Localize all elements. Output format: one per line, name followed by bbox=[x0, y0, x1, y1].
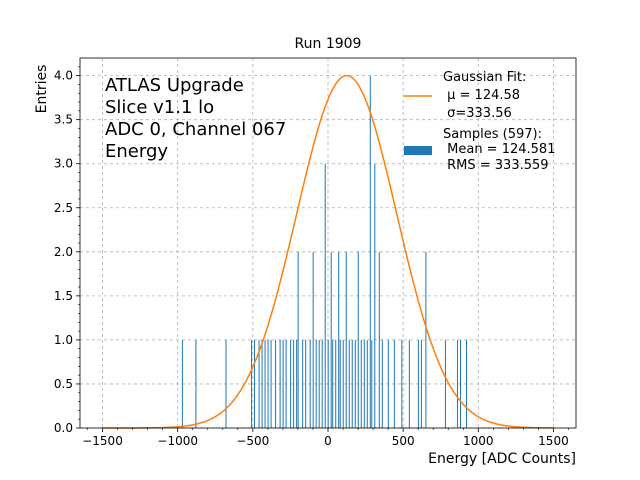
histogram-bar bbox=[305, 339, 307, 428]
y-tick-label: 0.0 bbox=[54, 421, 73, 435]
histogram-bar bbox=[264, 339, 266, 428]
histogram-bar bbox=[408, 339, 410, 428]
histogram-bar bbox=[318, 339, 320, 428]
y-tick-label: 0.5 bbox=[54, 377, 73, 391]
y-tick-label: 1.5 bbox=[54, 289, 73, 303]
y-tick-label: 1.0 bbox=[54, 333, 73, 347]
chart-title: Run 1909 bbox=[295, 36, 362, 52]
histogram-bar bbox=[321, 339, 323, 428]
legend-samples-line-1: Samples (597): bbox=[443, 127, 542, 142]
y-tick-label: 3.0 bbox=[54, 157, 73, 171]
histogram-bar bbox=[293, 339, 295, 428]
histogram-bar bbox=[345, 251, 347, 428]
histogram-bar bbox=[444, 339, 446, 428]
histogram-bar bbox=[332, 339, 334, 428]
y-tick-label: 2.5 bbox=[54, 201, 73, 215]
histogram-bar bbox=[290, 339, 292, 428]
histogram-bar bbox=[335, 339, 337, 428]
histogram-bar bbox=[267, 339, 269, 428]
histogram-bar bbox=[251, 339, 253, 428]
histogram-bar bbox=[195, 339, 197, 428]
histogram-bar bbox=[354, 339, 356, 428]
histogram-bar bbox=[338, 251, 340, 428]
histogram-bar bbox=[374, 163, 376, 428]
histogram-bar bbox=[261, 339, 263, 428]
x-tick-label: −1000 bbox=[157, 434, 198, 448]
histogram-bar bbox=[401, 339, 403, 428]
histogram-bar bbox=[302, 339, 304, 428]
histogram-bar bbox=[296, 339, 298, 428]
annotation-line-1: ATLAS Upgrade bbox=[105, 75, 244, 96]
x-tick-label: −1500 bbox=[82, 434, 123, 448]
legend-fit-line-1: Gaussian Fit: bbox=[443, 70, 526, 85]
x-tick-label: 1500 bbox=[538, 434, 569, 448]
legend-fit-line-2: μ = 124.58 bbox=[443, 88, 520, 103]
histogram-bar bbox=[465, 339, 467, 428]
gaussian-fit-curve bbox=[102, 74, 554, 429]
histogram-bar bbox=[459, 339, 461, 428]
y-tick-label: 4.0 bbox=[54, 69, 73, 83]
histogram-bar bbox=[181, 339, 183, 428]
y-tick-label: 3.5 bbox=[54, 113, 73, 127]
x-tick-label: 0 bbox=[324, 434, 332, 448]
x-tick-label: −500 bbox=[236, 434, 269, 448]
histogram-bar bbox=[393, 339, 395, 428]
histogram-bar bbox=[425, 251, 427, 428]
y-tick-label: 2.0 bbox=[54, 245, 73, 259]
legend-samples-patch-marker bbox=[404, 146, 432, 155]
legend-fit-line-3: σ=333.56 bbox=[443, 106, 512, 121]
x-tick-label: 1000 bbox=[463, 434, 494, 448]
histogram-bar bbox=[327, 339, 329, 428]
legend-samples-line-3: RMS = 333.559 bbox=[443, 158, 549, 173]
histogram-bar bbox=[225, 339, 227, 428]
histogram-bar bbox=[279, 339, 281, 428]
histogram-bar bbox=[360, 339, 362, 428]
annotation-line-3: ADC 0, Channel 067 bbox=[105, 119, 286, 140]
histogram-bar bbox=[371, 339, 373, 428]
histogram-bar bbox=[369, 75, 371, 428]
annotation-line-2: Slice v1.1 lo bbox=[105, 97, 214, 118]
legend-samples-line-2: Mean = 124.581 bbox=[443, 142, 555, 157]
histogram-bar bbox=[270, 339, 272, 428]
histogram-bar bbox=[324, 163, 326, 428]
y-axis-label: Entries bbox=[34, 65, 50, 114]
histogram-bar bbox=[363, 339, 365, 428]
x-axis-label: Energy [ADC Counts] bbox=[428, 451, 576, 467]
histogram-bar bbox=[357, 251, 359, 428]
histogram-bar bbox=[387, 339, 389, 428]
axis-ticks: −1500 −1000 −500 0 500 1000 1500 0.0 0.5 1.0 1.5 2.… bbox=[54, 66, 569, 448]
histogram-bar bbox=[366, 339, 368, 428]
histogram-bar bbox=[348, 339, 350, 428]
histogram-bar bbox=[258, 339, 260, 428]
histogram-bars bbox=[181, 75, 467, 428]
histogram-bar bbox=[282, 339, 284, 428]
annotation-line-4: Energy bbox=[105, 141, 168, 162]
histogram-bar bbox=[254, 339, 256, 428]
histogram-bar bbox=[312, 251, 314, 428]
histogram-bar bbox=[342, 339, 344, 428]
histogram-bar bbox=[315, 339, 317, 428]
histogram-bar bbox=[420, 339, 422, 428]
histogram-bar bbox=[381, 339, 383, 428]
annotation-text-block: ATLAS Upgrade Slice v1.1 lo ADC 0, Chann… bbox=[105, 75, 286, 162]
histogram-bar bbox=[339, 339, 341, 428]
histogram-bar bbox=[330, 251, 332, 428]
histogram-bar bbox=[378, 251, 380, 428]
histogram-bar bbox=[275, 339, 277, 428]
legend: Gaussian Fit: μ = 124.58 σ=333.56 Sample… bbox=[404, 70, 555, 173]
histogram-bar bbox=[456, 339, 458, 428]
histogram-bar bbox=[351, 339, 353, 428]
histogram-bar bbox=[285, 339, 287, 428]
histogram-bar bbox=[309, 339, 311, 428]
histogram-bar bbox=[297, 251, 299, 428]
x-tick-label: 500 bbox=[392, 434, 415, 448]
histogram-bar bbox=[417, 339, 419, 428]
